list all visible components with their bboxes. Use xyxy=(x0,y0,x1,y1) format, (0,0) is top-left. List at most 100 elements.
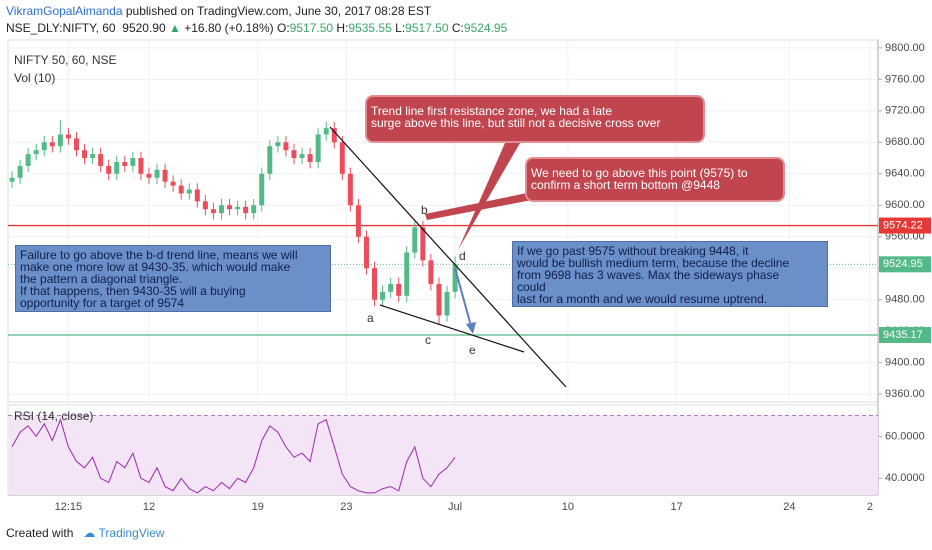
rsi-line xyxy=(11,418,456,494)
candle-body xyxy=(154,169,160,178)
candle-body xyxy=(404,252,410,296)
level-tag xyxy=(879,326,931,343)
candle-body xyxy=(106,165,112,174)
candle-body xyxy=(186,189,192,194)
c-label: C: xyxy=(451,21,464,35)
candle-body xyxy=(299,154,305,159)
high-value: 9535.55 xyxy=(348,21,392,35)
candle-body xyxy=(138,158,144,174)
annotation-line: confirm a short term bottom @9448 xyxy=(531,178,720,192)
callout-pointer xyxy=(458,143,520,250)
candle-body xyxy=(90,154,96,159)
candle-body xyxy=(259,173,265,206)
volume-label: Vol (10) xyxy=(14,71,56,85)
level-label: 9574.22 xyxy=(883,219,923,231)
level-label: 9435.17 xyxy=(883,329,923,341)
wave-label: e xyxy=(469,343,476,357)
annotation-box: Failure to go above the b-d trend line, … xyxy=(15,245,331,312)
brand[interactable]: ☁ TradingView xyxy=(83,526,165,540)
wave-label: d xyxy=(459,249,466,263)
x-tick-label: 12:15 xyxy=(55,501,83,513)
annotation-line: could xyxy=(517,280,546,294)
open-value: 9517.50 xyxy=(289,21,334,35)
change-arrow: ▲ xyxy=(169,21,181,35)
y-tick-label: 9560.00 xyxy=(885,231,925,243)
candle-body xyxy=(170,181,176,186)
symbol-line: NSE_DLY:NIFTY, 60 9520.90 ▲ +16.80 (+0.1… xyxy=(6,21,507,35)
candle-body xyxy=(267,146,273,174)
close-value: 9524.95 xyxy=(463,21,508,35)
annotation-box: If we go past 9575 without breaking 9448… xyxy=(512,241,828,307)
candle-body xyxy=(178,185,184,194)
footer: Created with ☁ TradingView xyxy=(6,526,165,540)
candle-body xyxy=(162,169,168,182)
publisher-line: VikramGopalAimanda published on TradingV… xyxy=(6,4,431,18)
candle-body xyxy=(452,264,458,292)
pane-title: NIFTY 50, 60, NSE xyxy=(14,53,117,67)
y-tick-label: 9600.00 xyxy=(885,199,925,211)
candle-body xyxy=(323,128,329,135)
candle-body xyxy=(444,291,450,316)
y-tick-label: 9720.00 xyxy=(885,105,925,117)
y-tick-label: 9760.00 xyxy=(885,73,925,85)
y-tick-label: 9680.00 xyxy=(885,136,925,148)
candle-body xyxy=(307,154,313,162)
callout-pointer xyxy=(425,192,532,220)
created-with: Created with xyxy=(6,526,74,540)
arrow-head xyxy=(466,322,476,334)
candle-body xyxy=(251,205,257,214)
y-tick-label: 60.0000 xyxy=(885,430,925,442)
candle-body xyxy=(380,291,386,300)
candle-body xyxy=(146,173,152,178)
annotation-box: We need to go above this point (9575) to… xyxy=(525,157,785,202)
annotation-line: make one more low at 9430-35. which woul… xyxy=(20,260,291,274)
brand-name[interactable]: TradingView xyxy=(98,526,165,540)
candle-body xyxy=(315,134,321,162)
change: +16.80 (+0.18%) xyxy=(184,21,274,35)
candle-body xyxy=(243,206,249,214)
candle-body xyxy=(122,161,128,166)
candle-body xyxy=(114,161,120,174)
rsi-title: RSI (14, close) xyxy=(14,409,94,423)
candle-body xyxy=(9,177,15,182)
candle-body xyxy=(436,283,442,316)
candle-body xyxy=(33,150,39,155)
author[interactable]: VikramGopalAimanda xyxy=(6,4,123,18)
candle-body xyxy=(428,260,434,284)
x-tick-label: 19 xyxy=(252,501,264,513)
y-tick-label: 9360.00 xyxy=(885,388,925,400)
annotation-box: Trend line first resistance zone, we had… xyxy=(365,95,705,143)
candle-body xyxy=(283,142,289,151)
level-label: 9524.95 xyxy=(883,258,923,270)
candle-body xyxy=(73,138,79,151)
candle-body xyxy=(420,227,426,261)
y-tick-label: 9400.00 xyxy=(885,357,925,369)
annotation-line: surge above this line, but still not a d… xyxy=(371,116,661,130)
rsi-band xyxy=(9,415,878,495)
annotation-line: last for a month and we would resume upt… xyxy=(517,292,768,306)
candle-body xyxy=(41,142,47,151)
candle-body xyxy=(339,142,345,174)
annotation-line: Failure to go above the b-d trend line, … xyxy=(20,248,298,262)
annotation-line: If that happens, then 9430-35 will a buy… xyxy=(20,284,246,298)
candle-body xyxy=(49,142,55,147)
candle-body xyxy=(412,227,418,253)
annotation-line: from 9698 has 3 waves. Max the sideways … xyxy=(517,268,780,282)
candle-body xyxy=(331,128,337,143)
candle-body xyxy=(17,165,23,178)
candle-body xyxy=(372,268,378,300)
wave-label: b xyxy=(421,203,428,217)
candle-body xyxy=(235,206,241,210)
x-tick-label: 2 xyxy=(867,501,873,513)
trend-line xyxy=(329,126,567,388)
candle-body xyxy=(396,283,402,296)
candle-body xyxy=(130,158,136,166)
wave-label: c xyxy=(425,333,431,347)
y-tick-label: 9800.00 xyxy=(885,42,925,54)
level-tag xyxy=(879,217,931,234)
symbol: NSE_DLY:NIFTY, 60 xyxy=(6,21,116,35)
candle-body xyxy=(388,283,394,292)
level-tag xyxy=(879,256,931,273)
candle-body xyxy=(98,154,104,166)
